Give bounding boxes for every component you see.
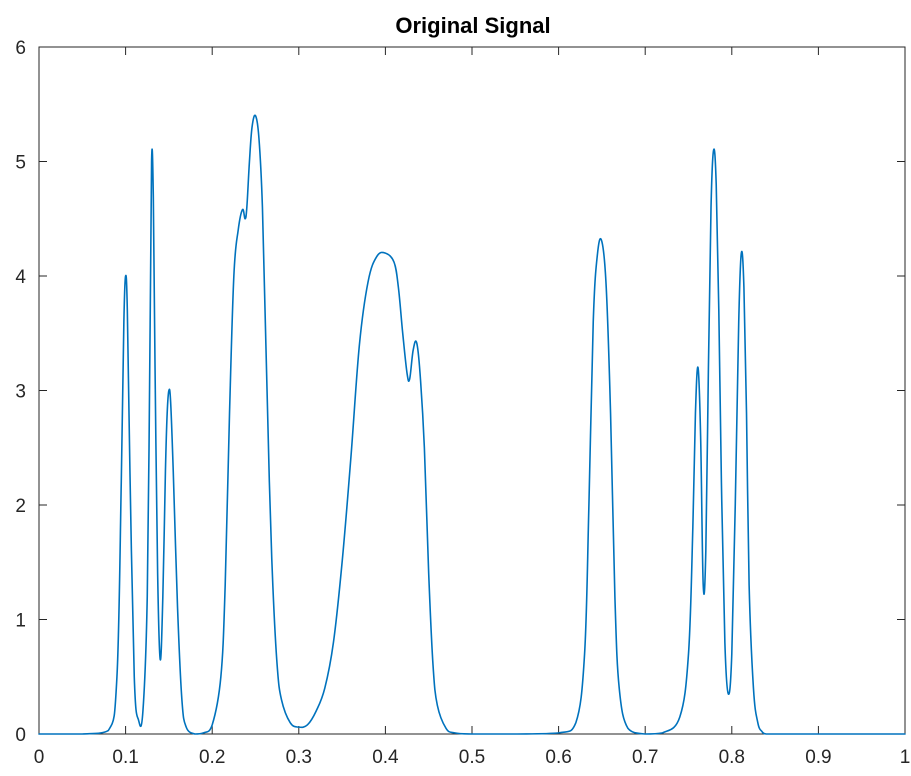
x-tick-label: 0.3 bbox=[286, 747, 312, 768]
x-tick-label: 0.1 bbox=[112, 747, 138, 768]
y-tick-label: 2 bbox=[15, 496, 26, 517]
x-tick-label: 0.6 bbox=[545, 747, 571, 768]
x-tick-label: 1 bbox=[900, 747, 911, 768]
x-tick-label: 0.5 bbox=[459, 747, 485, 768]
y-tick-label: 4 bbox=[15, 267, 26, 288]
x-tick-label: 0.2 bbox=[199, 747, 225, 768]
x-tick-label: 0.4 bbox=[372, 747, 399, 768]
y-tick-label: 6 bbox=[15, 38, 26, 59]
x-tick-label: 0.8 bbox=[719, 747, 745, 768]
chart-title: Original Signal bbox=[395, 13, 550, 38]
y-tick-label: 5 bbox=[15, 153, 26, 174]
axis-tick-labels: 0 0.1 0.2 0.3 0.4 0.5 0.6 0.7 0.8 0.9 1 0 1 2 3 4 5 6 bbox=[15, 38, 910, 768]
y-tick-label: 3 bbox=[15, 382, 26, 403]
x-tick-label: 0 bbox=[34, 747, 45, 768]
y-tick-label: 1 bbox=[15, 611, 26, 632]
x-tick-label: 0.7 bbox=[632, 747, 658, 768]
y-tick-label: 0 bbox=[15, 725, 26, 746]
signal-series-line bbox=[38, 114, 906, 735]
x-tick-label: 0.9 bbox=[805, 747, 831, 768]
